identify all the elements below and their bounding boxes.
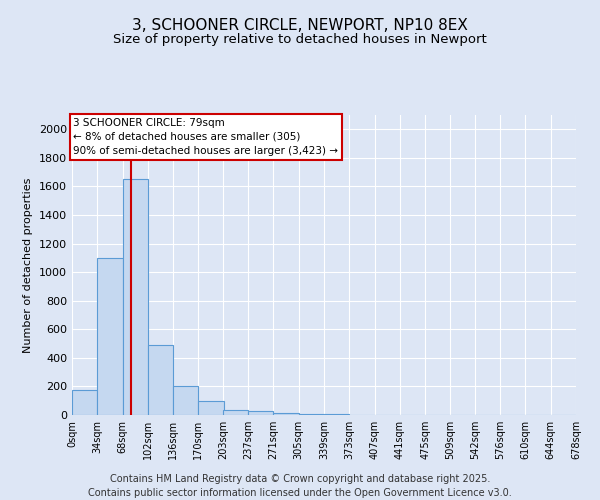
Bar — [199, 400, 224, 415]
Bar — [299, 414, 324, 415]
Bar — [274, 413, 299, 415]
Y-axis label: Number of detached properties: Number of detached properties — [23, 178, 34, 352]
Bar — [97, 258, 122, 415]
Bar — [148, 345, 173, 415]
Text: Contains HM Land Registry data © Crown copyright and database right 2025.
Contai: Contains HM Land Registry data © Crown c… — [88, 474, 512, 498]
Bar — [173, 386, 199, 415]
Text: Size of property relative to detached houses in Newport: Size of property relative to detached ho… — [113, 32, 487, 46]
Bar — [248, 412, 274, 415]
Bar — [122, 180, 148, 415]
Bar — [72, 390, 97, 415]
Bar — [223, 410, 248, 415]
Text: 3 SCHOONER CIRCLE: 79sqm
← 8% of detached houses are smaller (305)
90% of semi-d: 3 SCHOONER CIRCLE: 79sqm ← 8% of detache… — [73, 118, 338, 156]
Bar — [324, 414, 349, 415]
Text: 3, SCHOONER CIRCLE, NEWPORT, NP10 8EX: 3, SCHOONER CIRCLE, NEWPORT, NP10 8EX — [132, 18, 468, 32]
